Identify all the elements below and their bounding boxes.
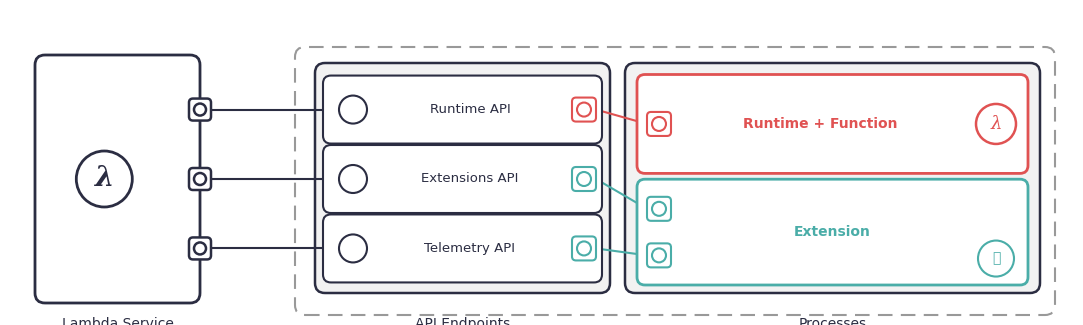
FancyBboxPatch shape	[572, 98, 596, 122]
Text: Runtime API: Runtime API	[430, 103, 510, 116]
Circle shape	[577, 172, 591, 186]
Circle shape	[652, 202, 666, 216]
Text: Lambda Service: Lambda Service	[62, 317, 173, 325]
FancyBboxPatch shape	[323, 214, 602, 282]
FancyBboxPatch shape	[647, 243, 671, 267]
FancyBboxPatch shape	[35, 55, 200, 303]
Circle shape	[339, 165, 367, 193]
Text: ⏻: ⏻	[992, 252, 1001, 266]
Circle shape	[577, 103, 591, 117]
Circle shape	[339, 96, 367, 124]
Circle shape	[194, 104, 206, 116]
Circle shape	[652, 248, 666, 262]
Circle shape	[194, 242, 206, 254]
FancyBboxPatch shape	[647, 197, 671, 221]
Text: Runtime + Function: Runtime + Function	[743, 117, 898, 131]
Circle shape	[976, 104, 1016, 144]
Text: Telemetry API: Telemetry API	[425, 242, 516, 255]
FancyBboxPatch shape	[625, 63, 1040, 293]
FancyBboxPatch shape	[572, 167, 596, 191]
FancyBboxPatch shape	[572, 237, 596, 260]
FancyBboxPatch shape	[323, 75, 602, 144]
Circle shape	[194, 173, 206, 185]
Text: λ: λ	[990, 115, 1002, 133]
Text: λ: λ	[94, 165, 114, 192]
Circle shape	[76, 151, 132, 207]
Circle shape	[577, 241, 591, 255]
Circle shape	[978, 240, 1014, 277]
Text: Extensions API: Extensions API	[421, 173, 519, 186]
Text: API Endpoints: API Endpoints	[415, 317, 510, 325]
Text: Processes: Processes	[798, 317, 866, 325]
FancyBboxPatch shape	[190, 238, 211, 259]
Text: Extension: Extension	[794, 225, 871, 239]
FancyBboxPatch shape	[323, 145, 602, 213]
FancyBboxPatch shape	[647, 112, 671, 136]
Circle shape	[652, 117, 666, 131]
FancyBboxPatch shape	[190, 98, 211, 121]
FancyBboxPatch shape	[315, 63, 610, 293]
Circle shape	[339, 234, 367, 263]
FancyBboxPatch shape	[190, 168, 211, 190]
FancyBboxPatch shape	[637, 179, 1028, 285]
FancyBboxPatch shape	[637, 74, 1028, 174]
